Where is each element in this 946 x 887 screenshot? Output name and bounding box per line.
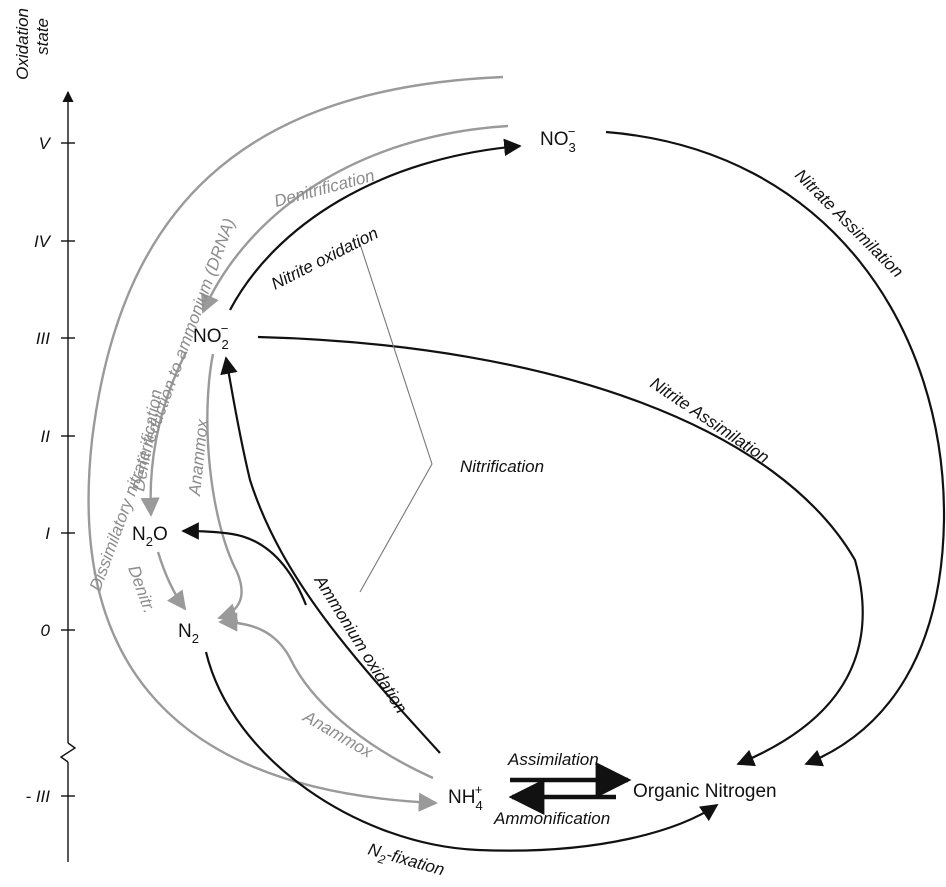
- nitrite-assimilation-arrow: [257, 335, 864, 767]
- denitr-n2o-n2-arrow: [156, 551, 187, 611]
- anammox-no2-n2-arrow: [206, 353, 243, 622]
- label-ammonification: Ammonification: [493, 809, 610, 828]
- axis-break: [59, 742, 77, 763]
- axis-title-line2: state: [33, 18, 52, 55]
- label-anammox-bottom: Anammox: [299, 707, 376, 762]
- denitrification-no2-n2o-arrow: [140, 351, 188, 517]
- ammonium-oxidation-n2o-arrow: [181, 522, 308, 606]
- tick-label-iii: III: [36, 329, 50, 348]
- species-dinitrogen: N2: [178, 621, 199, 646]
- species-nitrite: NO2−: [193, 321, 229, 352]
- label-nitrite-assimilation: Nitrite Assimilation: [647, 374, 773, 468]
- species-nitrate: NO3−: [540, 124, 576, 155]
- label-nitrate-assimilation: Nitrate Assimilation: [791, 165, 907, 281]
- ammonium-oxidation-arrow: [220, 356, 441, 754]
- species-ammonium: NH4+: [448, 782, 483, 813]
- label-denitr-short: Denitr.: [124, 563, 159, 616]
- tick-label-minus-iii: - III: [25, 787, 50, 806]
- gray-arrows: [87, 75, 509, 812]
- tick-label-i: I: [45, 524, 50, 543]
- species-labels: NO3− NO2− N2O N2 NH4+ Organic Nitrogen: [132, 124, 777, 813]
- n2-fixation-arrow: [204, 651, 719, 852]
- drna-arrow: [87, 75, 504, 812]
- tick-label-iv: IV: [34, 232, 52, 251]
- black-arrows: [181, 130, 946, 852]
- anammox-nh4-n2-arrow: [218, 612, 434, 780]
- nitrification-line-upper: [359, 243, 433, 465]
- axis-title-line1: Oxidation: [13, 8, 32, 80]
- tick-label-0: 0: [41, 621, 51, 640]
- nitrification-bracket: [359, 243, 433, 593]
- species-organic-nitrogen: Organic Nitrogen: [633, 781, 777, 802]
- label-denitrification-top: Denitrification: [272, 166, 376, 211]
- label-ammonium-oxidation: Ammonium oxidation: [310, 571, 411, 717]
- label-anammox-vertical: Anammox: [185, 418, 212, 498]
- process-labels: Nitrate Assimilation Nitrite Assimilatio…: [86, 165, 907, 882]
- label-n2-fixation: N2-fixation: [365, 840, 447, 882]
- tick-label-ii: II: [41, 427, 51, 446]
- tick-label-v: V: [39, 134, 52, 153]
- label-assimilation: Assimilation: [507, 750, 599, 769]
- nitrate-assimilation-arrow: [605, 130, 946, 767]
- oxidation-state-axis: Oxidation state V IV III II I 0 - III: [13, 8, 77, 862]
- species-nitrous-oxide: N2O: [132, 524, 168, 549]
- nitrification-line-lower: [359, 463, 433, 593]
- denitrification-no3-no2-arrow: [201, 124, 509, 314]
- nitrite-oxidation-arrow: [229, 138, 522, 311]
- label-nitrification: Nitrification: [460, 457, 544, 476]
